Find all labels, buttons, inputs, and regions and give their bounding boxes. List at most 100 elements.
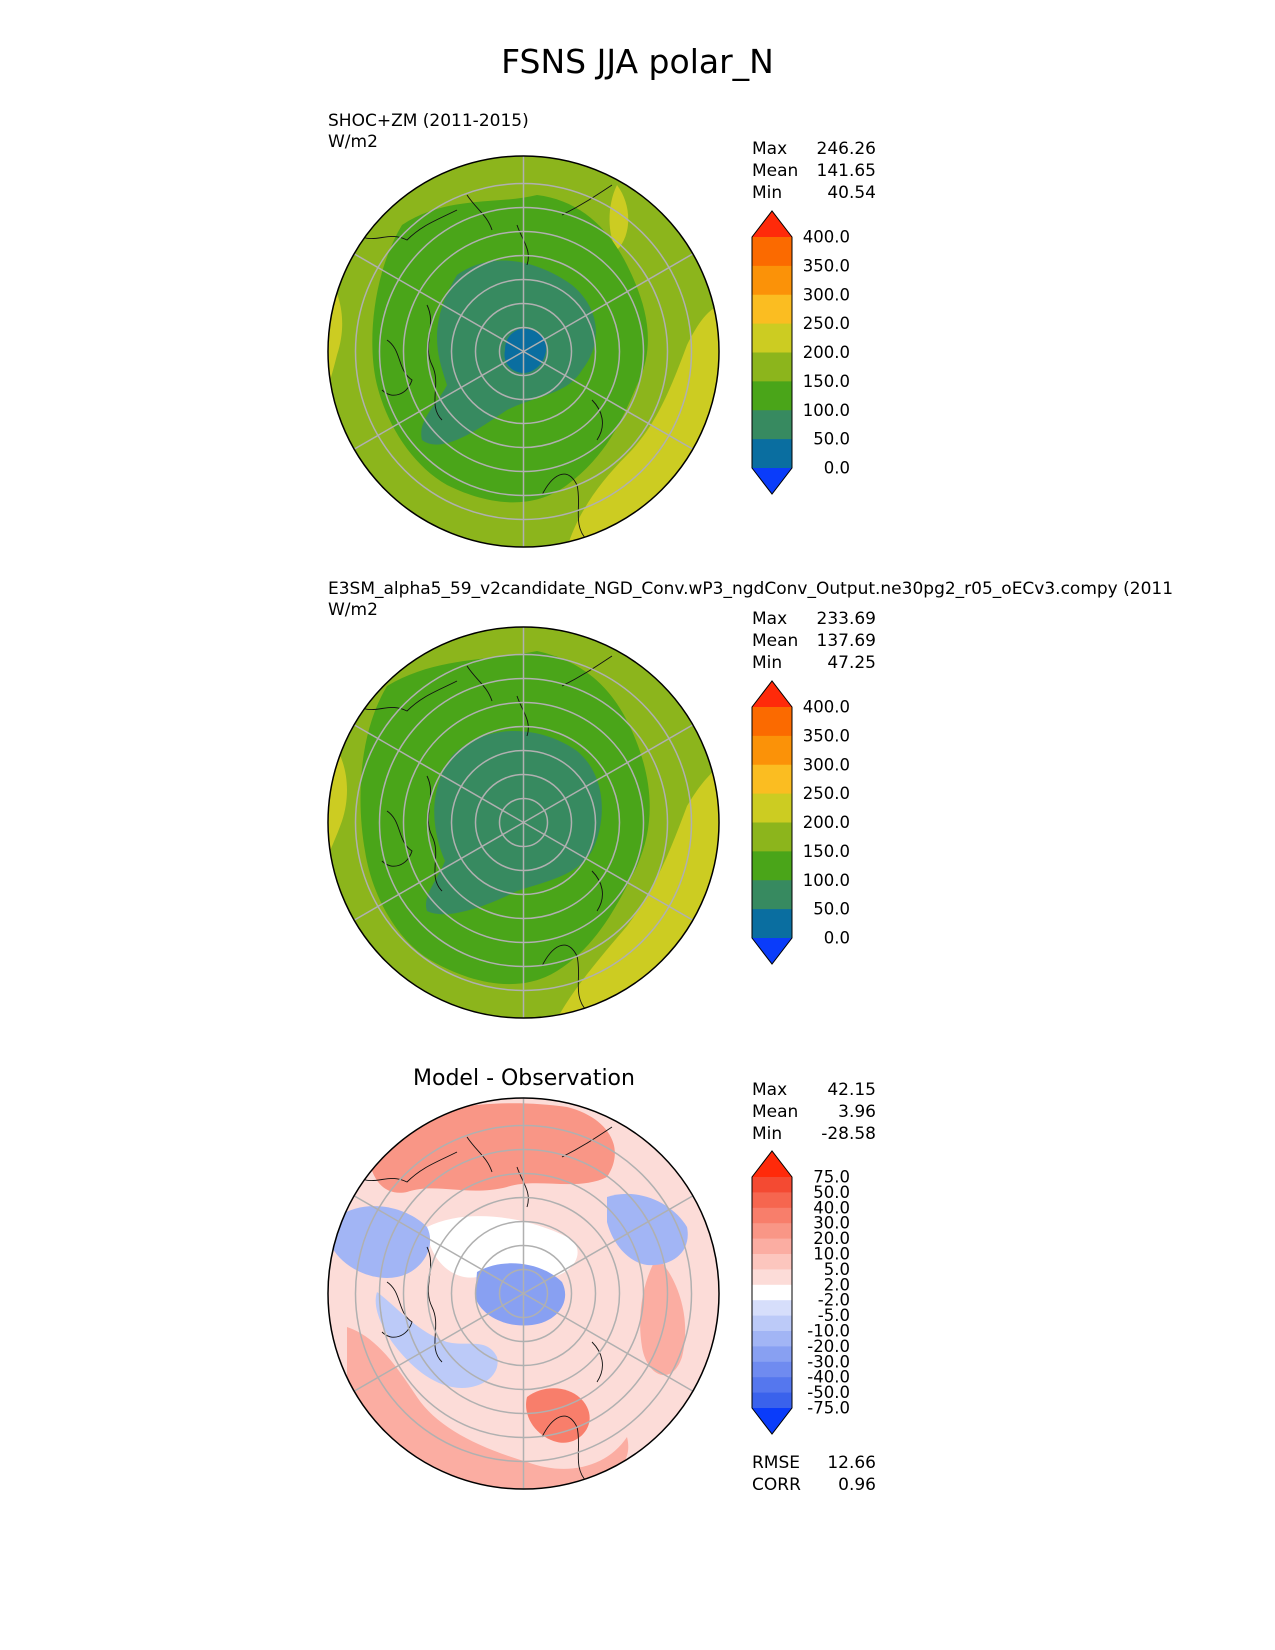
colorbar-segment [752,735,792,766]
panel2-polar-map [327,626,720,1019]
figure-title: FSNS JJA polar_N [501,42,774,81]
colorbar-segment [752,265,792,296]
colorbar-tick-label: 350.0 [803,726,850,745]
colorbar-extend-max [752,211,792,237]
panel3-colorbar: -75.0-50.0-40.0-30.0-20.0-10.0-5.0-2.02.… [751,1150,850,1435]
colorbar-segment [752,1346,792,1363]
colorbar-tick-label: 40.0 [813,1198,850,1217]
colorbar-segment [752,1207,792,1224]
colorbar-tick-label: -2.0 [818,1291,850,1310]
meridian-line [353,253,694,450]
colorbar-tick-label: -30.0 [807,1352,850,1371]
colorbar-tick-label: -50.0 [807,1383,850,1402]
colorbar-extend-max [752,681,792,707]
colorbar-outline [751,210,793,495]
colorbar-tick-label: 50.0 [813,1183,850,1202]
colorbar-tick-label: 0.0 [824,459,850,478]
stat-mean: 137.69 [816,631,876,651]
map-boundary [327,626,720,1019]
colorbar-extend-min [752,1408,792,1434]
colorbar-tick-label: 10.0 [813,1245,850,1264]
panel3-metrics: RMSE 12.66 CORR 0.96 [752,1452,876,1496]
field-region-200-250 [609,185,629,250]
colorbar-tick-label: 30.0 [813,1214,850,1233]
stat-min: -28.58 [821,1124,876,1144]
colorbar-tick-label: 5.0 [824,1260,850,1279]
stat-min: 40.54 [827,183,876,203]
meridian-line [353,1195,694,1392]
colorbar-segment [752,294,792,325]
colorbar-tick-label: 100.0 [803,401,850,420]
panel1-polar-map [327,155,720,548]
colorbar-segment [752,439,792,469]
colorbar-segment [752,822,792,852]
colorbar-segment [752,352,792,382]
colorbar-tick-label: 200.0 [803,813,850,832]
colorbar-outline [751,680,793,965]
stat-label: Min [752,183,783,203]
panel1-colorbar: 0.0 50.0 100.0 150.0 200.0 250.0 300.0 350.0 400… [751,210,850,495]
field-region-negative [375,1292,498,1388]
colorbar-tick-label: 2.0 [824,1275,850,1294]
stat-label: Mean [752,631,799,651]
panel3-title: Model - Observation [413,1066,635,1091]
colorbar-segment [752,707,792,737]
colorbar-segment [752,880,792,910]
panel2-title: E3SM_alpha5_59_v2candidate_NGD_Conv.wP3_… [328,579,1174,599]
gridlines [353,627,694,1018]
colorbar-extend-min [752,468,792,494]
colorbar-segment [752,1392,792,1409]
colorbar-segment [752,1377,792,1394]
colorbar-tick-label: 200.0 [803,343,850,362]
panel2-stats: Max 233.69 Mean 137.69 Min 47.25 [752,608,876,674]
colorbar-tick-label: 50.0 [813,900,850,919]
panel2-units: W/m2 [328,600,378,620]
stat-label: Max [752,1080,788,1100]
colorbar-segment [752,851,792,881]
field-region-negative [607,1193,688,1266]
colorbar-segment [752,1300,792,1317]
colorbar-tick-label: -5.0 [818,1306,850,1325]
colorbar-segment [752,1177,792,1193]
colorbar-tick-label: -75.0 [807,1399,850,1418]
colorbar-tick-label: -20.0 [807,1337,850,1356]
colorbar-tick-label: -40.0 [807,1368,850,1387]
field-region-100-150 [426,731,602,915]
colorbar-segment [752,1238,792,1255]
colorbar-segment [752,1254,792,1270]
colorbar-tick-label: 150.0 [803,372,850,391]
colorbar-segment [752,1223,792,1240]
panel1-units: W/m2 [328,132,378,152]
colorbar-tick-label: 20.0 [813,1229,850,1248]
colorbar-tick-label: 250.0 [803,314,850,333]
colorbar-segment [752,323,792,353]
colorbar-segment [752,1315,792,1332]
stat-label: Mean [752,161,799,181]
map-boundary [327,155,720,548]
panel3-polar-map [327,1097,720,1490]
stat-max: 246.26 [816,139,876,159]
field-region-positive [347,1327,629,1489]
colorbar-segment [752,909,792,939]
colorbar-segment [752,1269,792,1286]
stat-label: Max [752,609,788,629]
gridlines [353,156,694,547]
colorbar-segment [752,1361,792,1378]
colorbar-tick-label: 0.0 [824,929,850,948]
colorbar-segment [752,1284,792,1301]
colorbar-segment [752,237,792,267]
colorbar-tick-label: 350.0 [803,256,850,275]
rmse-label: RMSE [752,1453,801,1473]
corr-value: 0.96 [838,1475,876,1495]
corr-label: CORR [752,1475,801,1495]
colorbar-tick-label: 400.0 [803,228,850,247]
colorbar-tick-label: 75.0 [813,1168,850,1187]
panel1-title: SHOC+ZM (2011-2015) [328,111,529,131]
colorbar-segment [752,764,792,795]
colorbar-segment [752,381,792,411]
stat-max: 233.69 [816,609,876,629]
stat-mean: 141.65 [816,161,876,181]
stat-min: 47.25 [827,653,876,673]
colorbar-tick-label: 400.0 [803,698,850,717]
colorbar-extend-max [752,1151,792,1177]
